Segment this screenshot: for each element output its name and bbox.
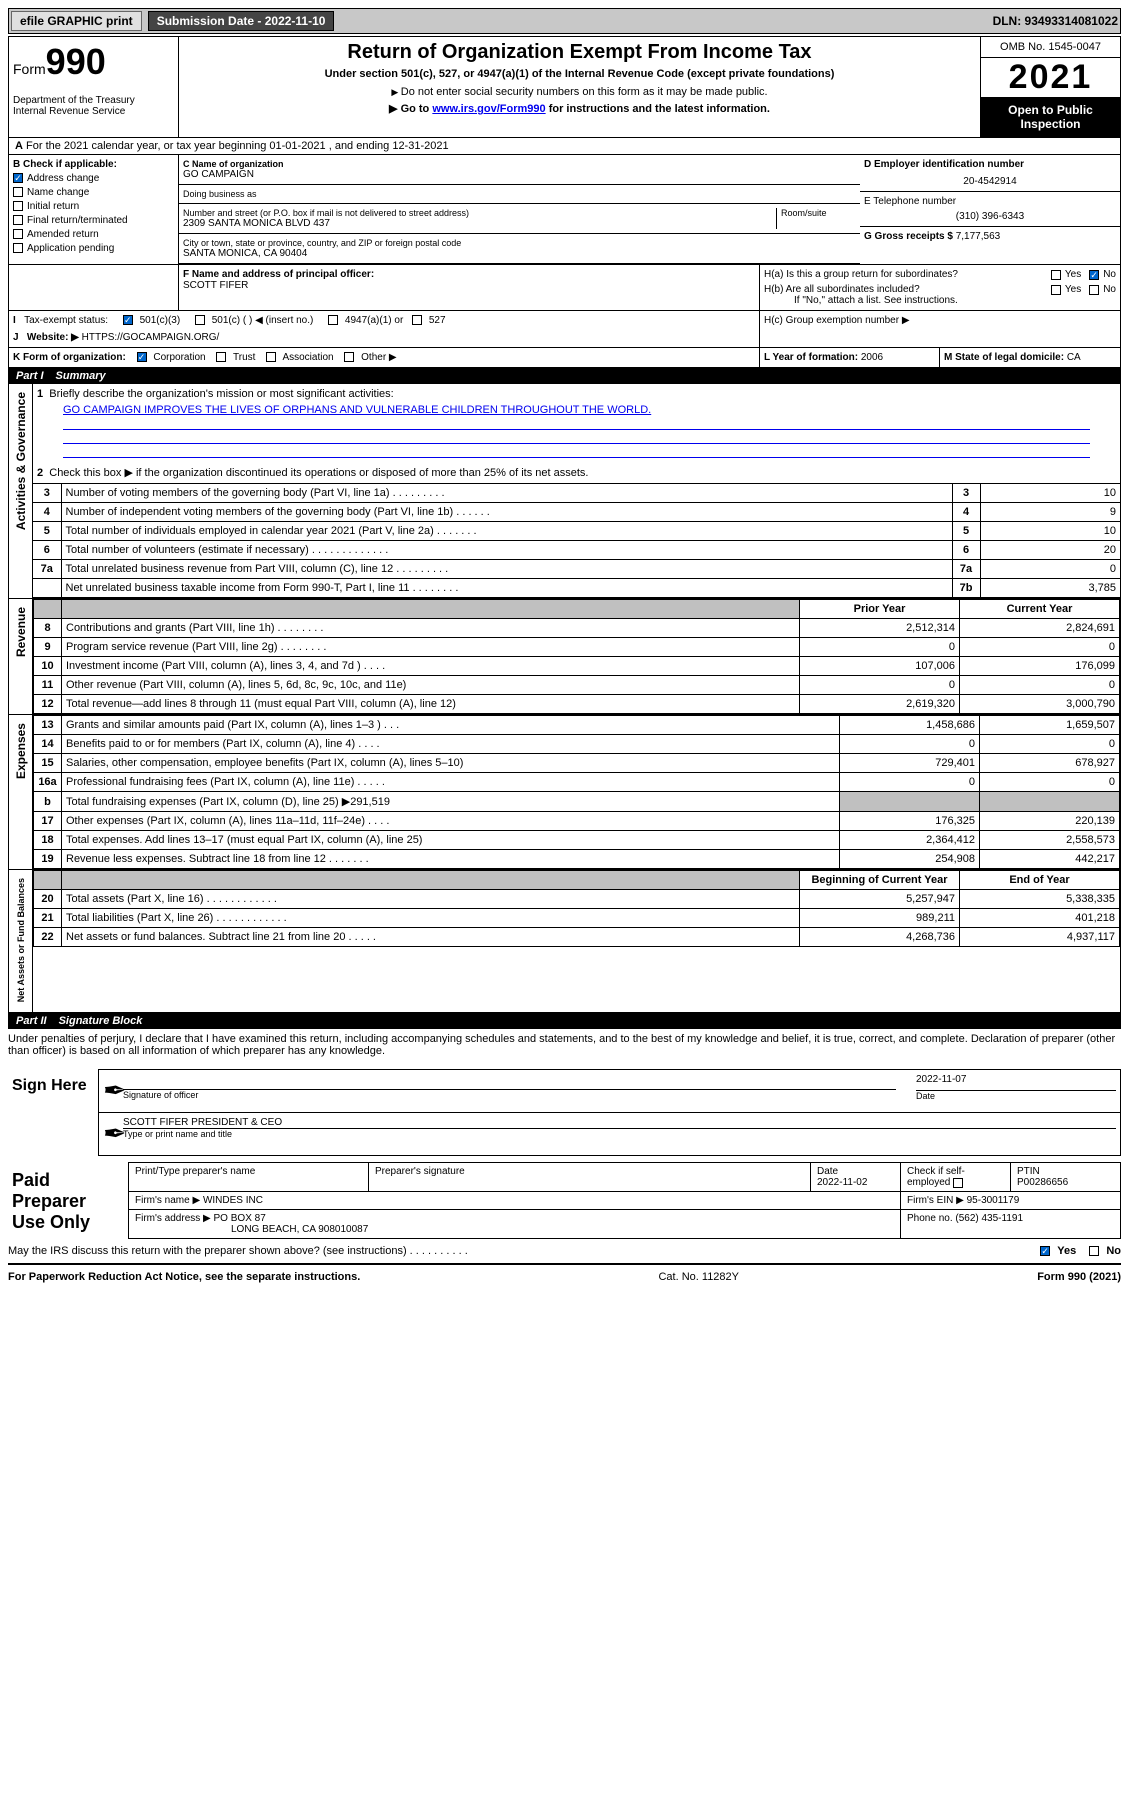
- 527-checkbox[interactable]: [412, 315, 422, 325]
- discuss-yes-checkbox[interactable]: [1040, 1246, 1050, 1256]
- 501c3-checkbox[interactable]: [123, 315, 133, 325]
- section-ij-hc: I Tax-exempt status: 501(c)(3) 501(c) ( …: [8, 311, 1121, 348]
- section-bcdefgh: B Check if applicable: Address changeNam…: [8, 155, 1121, 265]
- principal-officer: SCOTT FIFER: [183, 280, 755, 291]
- firm-address2: LONG BEACH, CA 908010087: [231, 1224, 368, 1235]
- open-public: Open to Public Inspection: [981, 97, 1120, 137]
- hb-question: H(b) Are all subordinates included?: [764, 284, 1051, 295]
- header-block: Form990 Department of the Treasury Inter…: [8, 36, 1121, 138]
- self-employed-checkbox[interactable]: [953, 1178, 963, 1188]
- city-state-zip: SANTA MONICA, CA 90404: [183, 248, 856, 259]
- firm-name: WINDES INC: [203, 1195, 263, 1206]
- k-corp-checkbox[interactable]: [137, 352, 147, 362]
- state-domicile: CA: [1067, 352, 1081, 363]
- b-checkbox-4[interactable]: [13, 229, 23, 239]
- ptin: P00286656: [1017, 1177, 1068, 1188]
- ha-question: H(a) Is this a group return for subordin…: [764, 269, 1051, 280]
- section-c: C Name of organization GO CAMPAIGN Doing…: [179, 155, 860, 264]
- gross-receipts: 7,177,563: [956, 231, 1001, 242]
- perjury-text: Under penalties of perjury, I declare th…: [8, 1029, 1121, 1061]
- section-deg: D Employer identification number 20-4542…: [860, 155, 1120, 264]
- mission-link[interactable]: GO CAMPAIGN IMPROVES THE LIVES OF ORPHAN…: [63, 404, 651, 416]
- k-other-checkbox[interactable]: [344, 352, 354, 362]
- b-checkbox-5[interactable]: [13, 243, 23, 253]
- 501c-checkbox[interactable]: [195, 315, 205, 325]
- firm-phone: (562) 435-1191: [955, 1213, 1023, 1224]
- part2-bar: Part IISignature Block: [8, 1013, 1121, 1029]
- ha-no-checkbox[interactable]: [1089, 270, 1099, 280]
- 4947-checkbox[interactable]: [328, 315, 338, 325]
- officer-name: SCOTT FIFER PRESIDENT & CEO: [123, 1117, 1116, 1128]
- efile-button[interactable]: efile GRAPHIC print: [11, 11, 142, 31]
- vlabel-netassets: Net Assets or Fund Balances: [14, 870, 28, 1010]
- firm-ein: 95-3001179: [967, 1195, 1020, 1206]
- street-address: 2309 SANTA MONICA BLVD 437: [183, 218, 776, 229]
- vlabel-revenue: Revenue: [12, 599, 30, 665]
- year-formation: 2006: [861, 352, 883, 363]
- form-title: Return of Organization Exempt From Incom…: [183, 41, 976, 64]
- prep-date: 2022-11-02: [817, 1177, 867, 1188]
- b-checkbox-3[interactable]: [13, 215, 23, 225]
- ssn-note: Do not enter social security numbers on …: [183, 86, 976, 98]
- firm-address1: PO BOX 87: [214, 1213, 266, 1224]
- under-section: Under section 501(c), 527, or 4947(a)(1)…: [183, 68, 976, 80]
- ein: 20-4542914: [864, 176, 1116, 187]
- b-checkbox-2[interactable]: [13, 201, 23, 211]
- ha-yes-checkbox[interactable]: [1051, 270, 1061, 280]
- section-klm: K Form of organization: Corporation Trus…: [8, 348, 1121, 368]
- omb-number: OMB No. 1545-0047: [981, 37, 1120, 58]
- part1-bar: Part ISummary: [8, 368, 1121, 384]
- sign-here-block: Sign Here ✒ Signature of officer 2022-11…: [8, 1069, 1121, 1156]
- footer: For Paperwork Reduction Act Notice, see …: [8, 1267, 1121, 1287]
- telephone: (310) 396-6343: [864, 211, 1116, 222]
- discuss-row: May the IRS discuss this return with the…: [8, 1241, 1121, 1261]
- paid-preparer-block: Paid Preparer Use Only Print/Type prepar…: [8, 1162, 1121, 1241]
- b-checkbox-1[interactable]: [13, 187, 23, 197]
- hb-yes-checkbox[interactable]: [1051, 285, 1061, 295]
- vlabel-expenses: Expenses: [12, 715, 30, 787]
- part1-body: Activities & Governance 1 Briefly descri…: [8, 384, 1121, 599]
- hc-label: H(c) Group exemption number ▶: [764, 315, 1116, 326]
- website: HTTPS://GOCAMPAIGN.ORG/: [82, 332, 220, 343]
- form-number: Form990: [13, 41, 174, 83]
- k-trust-checkbox[interactable]: [216, 352, 226, 362]
- line-a: A For the 2021 calendar year, or tax yea…: [8, 138, 1121, 155]
- section-b: B Check if applicable: Address changeNam…: [9, 155, 179, 264]
- irs-label: Internal Revenue Service: [13, 106, 174, 117]
- dept-treasury: Department of the Treasury: [13, 95, 174, 106]
- vlabel-activities: Activities & Governance: [12, 384, 30, 538]
- goto-line: ▶ Go to www.irs.gov/Form990 for instruct…: [183, 102, 976, 115]
- discuss-no-checkbox[interactable]: [1089, 1246, 1099, 1256]
- section-fh: F Name and address of principal officer:…: [8, 265, 1121, 311]
- submission-date-label: Submission Date - 2022-11-10: [148, 11, 335, 31]
- form990-link[interactable]: www.irs.gov/Form990: [432, 103, 545, 115]
- sign-date: 2022-11-07: [916, 1074, 1116, 1090]
- org-name: GO CAMPAIGN: [183, 169, 856, 180]
- hb-no-checkbox[interactable]: [1089, 285, 1099, 295]
- k-assoc-checkbox[interactable]: [266, 352, 276, 362]
- b-checkbox-0[interactable]: [13, 173, 23, 183]
- top-bar: efile GRAPHIC print Submission Date - 20…: [8, 8, 1121, 34]
- tax-year: 2021: [981, 58, 1120, 97]
- dln-label: DLN: 93493314081022: [993, 14, 1118, 28]
